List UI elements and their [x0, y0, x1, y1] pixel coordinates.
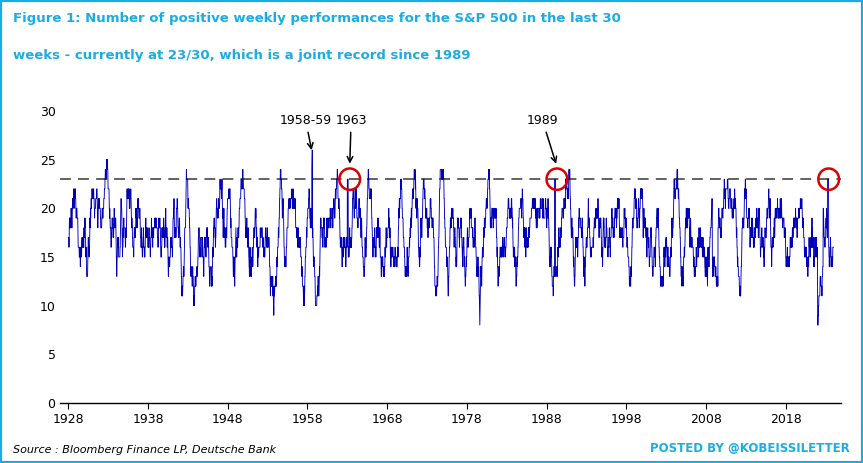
Text: POSTED BY @KOBEISSILETTER: POSTED BY @KOBEISSILETTER: [651, 442, 850, 455]
Text: weeks - currently at 23/30, which is a joint record since 1989: weeks - currently at 23/30, which is a j…: [13, 49, 470, 62]
Text: 1958-59: 1958-59: [280, 114, 331, 149]
Text: Figure 1: Number of positive weekly performances for the S&P 500 in the last 30: Figure 1: Number of positive weekly perf…: [13, 12, 620, 25]
Text: 1989: 1989: [526, 114, 558, 162]
Text: Source : Bloomberg Finance LP, Deutsche Bank: Source : Bloomberg Finance LP, Deutsche …: [13, 444, 276, 455]
Text: 1963: 1963: [336, 114, 367, 162]
